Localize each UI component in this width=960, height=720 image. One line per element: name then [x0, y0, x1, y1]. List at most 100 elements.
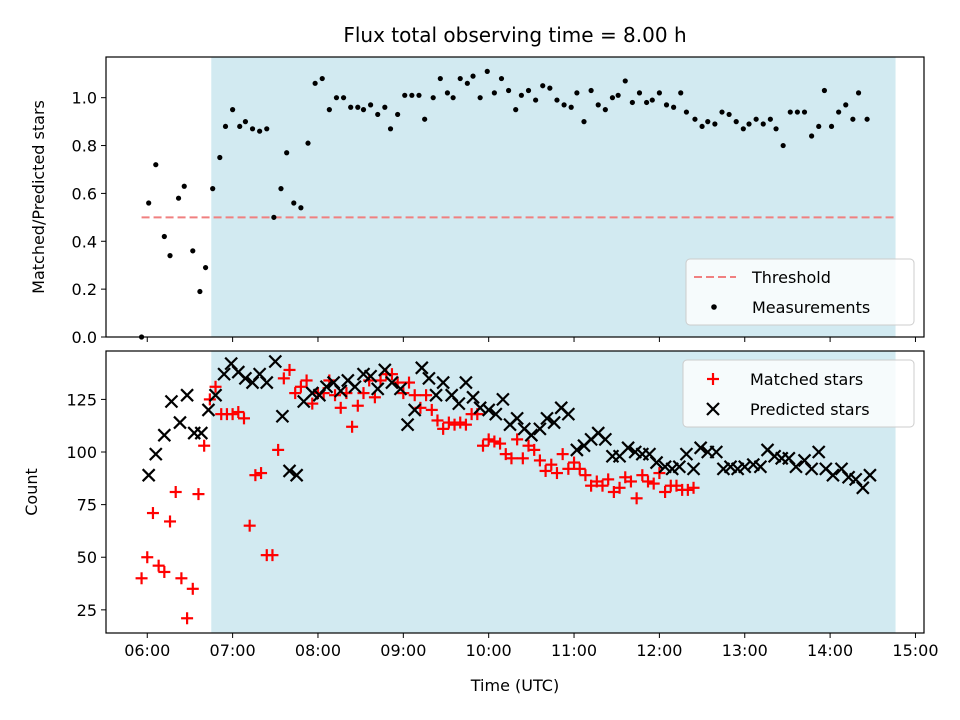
matched-star-point	[249, 469, 262, 482]
measurement-point	[753, 116, 759, 122]
measurement-point	[457, 75, 463, 82]
bottom-legend-box	[682, 359, 915, 428]
predicted-star-point	[826, 468, 840, 482]
matched-star-point	[533, 454, 546, 467]
measurement-point	[422, 116, 428, 122]
predicted-star-point	[510, 411, 524, 426]
matched-star-point	[630, 492, 643, 505]
matched-star-point	[425, 403, 438, 416]
predicted-star-point	[686, 462, 701, 476]
matched-star-point	[511, 433, 524, 446]
measurement-point	[588, 87, 594, 94]
measurement-point	[237, 123, 243, 130]
measurement-point	[864, 116, 870, 122]
top-y-tick-label: 1.0	[72, 89, 97, 108]
predicted-star-point	[275, 409, 290, 424]
predicted-star-point	[407, 403, 422, 417]
measurement-point	[312, 80, 318, 86]
measurement-point	[602, 107, 608, 113]
bottom-y-tick-label: 25	[77, 601, 97, 620]
measurement-point	[794, 109, 800, 115]
measurement-point	[787, 109, 793, 115]
matched-star-point	[152, 559, 165, 572]
measurement-point	[663, 102, 670, 108]
x-tick-label: 09:00	[380, 641, 426, 660]
matched-star-point	[351, 399, 364, 412]
matched-star-point	[272, 443, 285, 456]
predicted-star-point	[473, 401, 487, 415]
measurement-point	[595, 102, 601, 108]
matched-star-point	[294, 380, 307, 393]
measurement-point	[636, 90, 643, 96]
matched-star-point	[505, 452, 518, 465]
predicted-star-point	[737, 459, 752, 474]
bottom-legend: Matched stars Predicted stars	[682, 359, 915, 428]
predicted-star-point	[201, 403, 216, 417]
matched-star-point	[346, 420, 359, 433]
measurement-point	[518, 92, 525, 98]
measurement-point	[450, 95, 456, 101]
matched-star-point	[277, 372, 290, 385]
measurement-point	[197, 288, 203, 295]
predicted-star-point	[208, 388, 223, 402]
legend-threshold-label: Threshold	[751, 268, 831, 287]
predicted-star-point	[561, 407, 576, 421]
measurement-point	[387, 126, 394, 132]
measurement-point	[809, 133, 815, 139]
matched-star-point	[408, 389, 421, 402]
measurement-point	[470, 73, 476, 79]
measurement-point	[649, 97, 655, 103]
top-y-tick-label: 0.8	[72, 137, 97, 156]
predicted-star-point	[289, 468, 304, 482]
predicted-star-point	[422, 371, 436, 386]
measurement-point	[444, 90, 451, 96]
matched-star-point	[289, 387, 302, 400]
measurement-point	[574, 90, 580, 96]
measurement-point	[855, 90, 862, 96]
measurement-point	[513, 107, 519, 113]
measurement-point	[409, 92, 415, 98]
predicted-star-point	[259, 375, 274, 390]
legend-predicted-swatch	[706, 402, 720, 416]
top-panel: 0.0 0.2 0.4 0.6 0.8 1.0 Matched/Predicted sta…	[29, 56, 925, 347]
matched-star-point	[596, 479, 609, 492]
measurement-point	[278, 186, 284, 192]
matched-star-point	[454, 416, 467, 429]
top-y-tick-label: 0.0	[72, 328, 97, 347]
measurement-point	[850, 116, 856, 122]
predicted-star-point	[804, 462, 819, 476]
measurement-point	[153, 162, 159, 168]
predicted-star-point	[452, 396, 466, 411]
measurement-point	[340, 95, 347, 101]
x-tick-label: 07:00	[210, 641, 256, 660]
predicted-star-point	[693, 441, 708, 455]
predicted-star-point	[679, 447, 694, 461]
top-ylabel: Matched/Predicted stars	[29, 100, 48, 294]
x-tick-label: 14:00	[807, 641, 853, 660]
matched-star-point	[602, 473, 615, 486]
matched-star-point	[687, 481, 700, 494]
predicted-star-point	[333, 384, 348, 398]
x-tick-label: 15:00	[892, 641, 938, 660]
matched-star-point	[545, 458, 558, 471]
measurement-point	[395, 111, 401, 118]
predicted-star-point	[282, 464, 297, 478]
matched-star-point	[636, 469, 649, 482]
matched-star-point	[562, 462, 575, 475]
measurement-point	[843, 102, 849, 108]
predicted-star-point	[141, 468, 156, 482]
matched-star-point	[613, 481, 626, 494]
measurement-point	[712, 121, 718, 127]
predicted-star-point	[533, 422, 547, 436]
measurement-point	[733, 119, 739, 125]
measurement-point	[348, 104, 354, 110]
measurement-point	[801, 109, 808, 115]
matched-star-point	[482, 433, 495, 446]
matched-star-point	[255, 467, 268, 480]
measurement-point	[416, 92, 422, 98]
predicted-star-point	[524, 428, 539, 442]
measurement-point	[705, 119, 711, 125]
predicted-star-point	[540, 411, 554, 426]
measurement-point	[609, 95, 616, 101]
measurement-point	[643, 99, 650, 106]
